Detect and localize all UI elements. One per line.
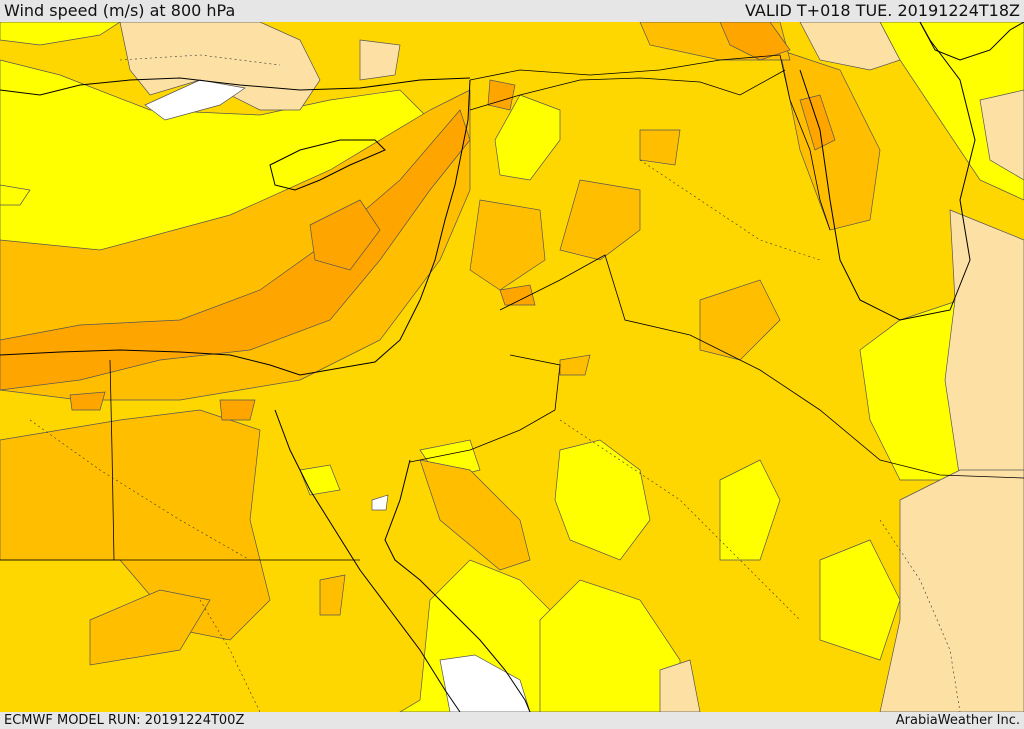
border-syria-turkey bbox=[469, 54, 781, 81]
border-jordan-saudi bbox=[409, 354, 561, 463]
calm-zones bbox=[144, 79, 531, 712]
border-iraq-iran bbox=[779, 54, 831, 231]
border-egypt-libya bbox=[109, 359, 115, 561]
map-title: Wind speed (m/s) at 800 hPa bbox=[4, 1, 236, 20]
cyprus-outline bbox=[269, 139, 386, 191]
cream-zones bbox=[119, 22, 1024, 712]
model-run: ECMWF MODEL RUN: 20191224T00Z bbox=[4, 713, 245, 728]
border-jordan-iraq-saudi bbox=[499, 254, 1024, 479]
border-iraq-syria bbox=[469, 69, 786, 111]
header-bar: Wind speed (m/s) at 800 hPa VALID T+018 … bbox=[0, 0, 1024, 22]
wind-speed-map bbox=[0, 22, 1024, 712]
caspian-coast bbox=[919, 22, 1024, 61]
borders bbox=[0, 54, 1024, 561]
red-sea-gulf-coast bbox=[274, 409, 461, 712]
credit-text: ArabiaWeather Inc. bbox=[895, 713, 1020, 728]
persian-gulf-coast bbox=[799, 22, 976, 321]
footer-bar: ECMWF MODEL RUN: 20191224T00Z ArabiaWeat… bbox=[0, 712, 1024, 729]
red-sea-east-coast bbox=[384, 459, 531, 712]
anatolia-coast bbox=[0, 77, 471, 96]
coastlines bbox=[0, 22, 1024, 712]
valid-time: VALID T+018 TUE. 20191224T18Z bbox=[744, 1, 1020, 20]
province-lines bbox=[29, 54, 961, 712]
mediterranean-south-coast bbox=[0, 79, 471, 376]
